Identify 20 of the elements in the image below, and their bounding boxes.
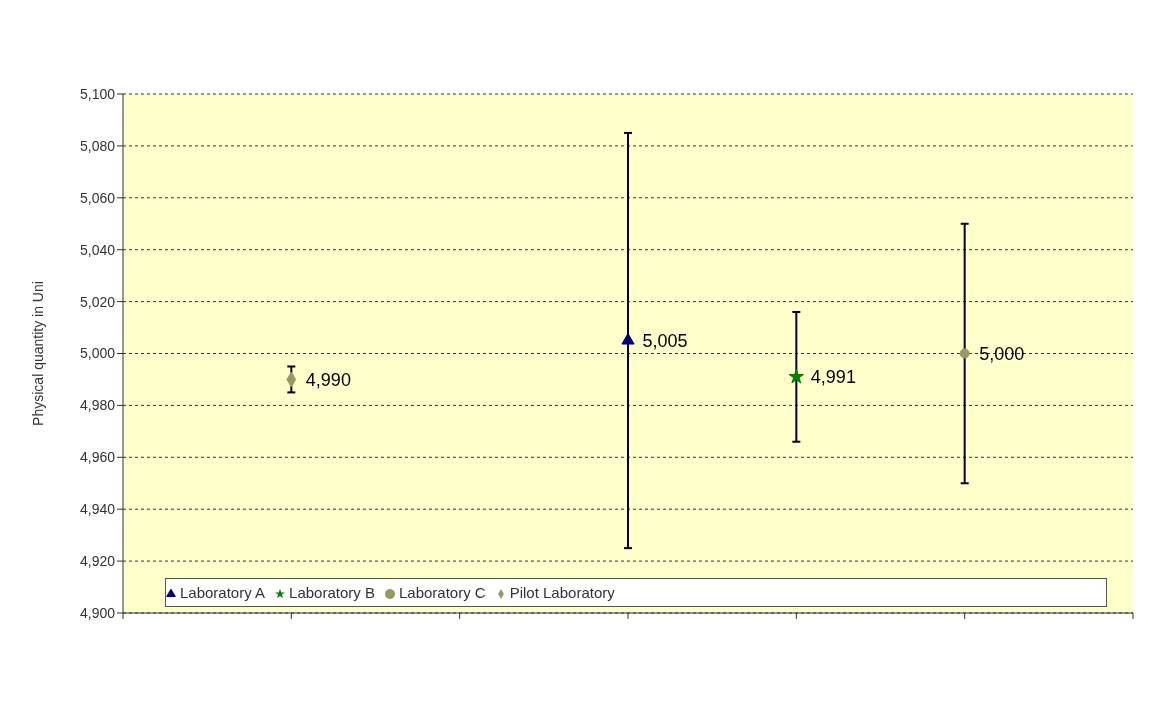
y-tick-label: 5,100: [79, 85, 116, 102]
legend-label: Pilot Laboratory: [509, 584, 615, 601]
y-tick-label: 4,980: [79, 397, 116, 414]
data-label: 5,000: [979, 343, 1025, 364]
y-tick-label: 4,960: [79, 449, 116, 466]
legend-label: Laboratory A: [180, 584, 266, 601]
y-tick-label: 5,080: [79, 137, 116, 154]
y-tick-label: 4,940: [79, 501, 116, 518]
legend-label: Laboratory C: [398, 584, 486, 601]
y-tick-label: 5,020: [79, 293, 116, 310]
y-tick-label: 4,900: [79, 604, 116, 621]
data-label: 5,005: [642, 330, 688, 351]
y-tick-label: 5,000: [79, 345, 116, 362]
y-tick-label: 4,920: [79, 553, 116, 570]
data-label: 4,991: [810, 367, 856, 388]
y-tick-label: 5,060: [79, 189, 116, 206]
y-axis-title: Physical quantity in Uni: [29, 281, 46, 426]
legend-label: Laboratory B: [289, 584, 375, 601]
data-label: 4,990: [305, 369, 351, 390]
y-tick-label: 5,040: [79, 241, 116, 258]
